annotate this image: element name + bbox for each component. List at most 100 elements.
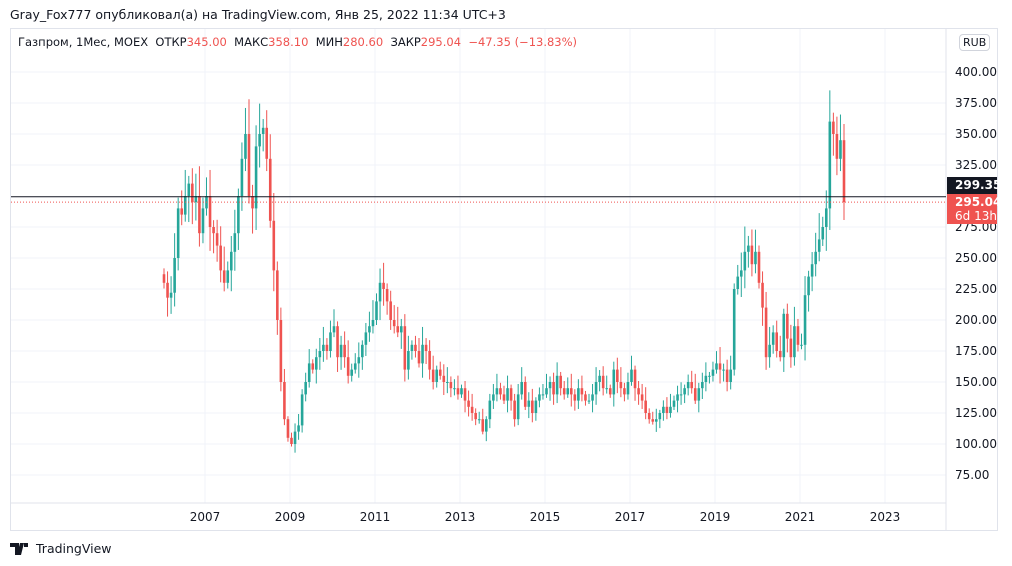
candle [718, 347, 722, 384]
currency-button[interactable]: RUB [959, 34, 991, 51]
candle [750, 229, 754, 277]
candle [268, 134, 272, 228]
candle-body [453, 388, 456, 390]
candle [662, 400, 665, 421]
candle-body [807, 276, 810, 296]
candle [247, 99, 251, 204]
x-tick-label: 2011 [360, 510, 391, 524]
candle-body [396, 326, 400, 333]
candle-body [835, 134, 839, 159]
candle-body [803, 295, 807, 345]
candle-body [676, 394, 679, 401]
candle-body [283, 382, 286, 420]
candle [616, 357, 619, 394]
candle-body [644, 400, 647, 413]
candle [162, 268, 166, 289]
candle-body [286, 419, 290, 438]
candle-body [431, 369, 435, 382]
candle-body [247, 134, 251, 196]
candle-body [778, 351, 782, 358]
candle-body [531, 400, 534, 413]
candle-body [626, 382, 630, 395]
candle [488, 393, 492, 429]
candle [307, 349, 311, 388]
candle-body [421, 344, 424, 364]
candle-body [665, 406, 669, 413]
candle [300, 389, 304, 433]
candle [226, 261, 230, 289]
candle-body [389, 301, 392, 320]
x-tick-label: 2023 [870, 510, 901, 524]
candle [495, 373, 499, 402]
candle-body [743, 251, 747, 271]
candle-body [736, 276, 740, 289]
candle [644, 387, 647, 420]
candle-body [304, 382, 307, 395]
candle-body [722, 369, 725, 371]
candle-body [839, 140, 842, 159]
candle-body [584, 394, 587, 401]
candle [800, 333, 803, 350]
candle [371, 300, 375, 334]
candle-body [523, 382, 527, 407]
candle-body [293, 431, 297, 444]
y-tick-label: 150.00 [955, 375, 997, 389]
candle-body [775, 332, 779, 351]
candle-body [516, 394, 520, 420]
candle-body [683, 388, 686, 395]
candle [201, 197, 205, 244]
candle [353, 353, 357, 374]
candle-body [810, 264, 814, 277]
candle-body [477, 419, 481, 421]
candle-body [371, 320, 375, 327]
candle [793, 306, 796, 366]
candle-body [754, 251, 757, 265]
candle-body [630, 369, 633, 382]
candle [254, 125, 258, 230]
candle [552, 372, 555, 405]
candle-body [771, 332, 775, 345]
candle-body [569, 388, 573, 395]
chart-frame[interactable] [10, 28, 998, 531]
candle-body [509, 388, 513, 401]
candle-body [194, 196, 198, 203]
candle [176, 197, 180, 271]
candle [736, 264, 740, 295]
candle-body [272, 220, 276, 271]
change-value: −47.35 (−13.83%) [468, 35, 578, 49]
candle [775, 320, 779, 358]
tradingview-logo[interactable]: TradingView [10, 541, 112, 556]
candle-body [392, 320, 396, 327]
candle [796, 318, 800, 352]
candle-body [594, 382, 598, 395]
candle [577, 379, 580, 409]
candle-body [697, 388, 701, 401]
candle-body [647, 413, 651, 420]
candle [191, 168, 194, 225]
candle [467, 390, 470, 417]
candle-body [322, 344, 325, 351]
candle [484, 416, 488, 442]
candle-body [428, 351, 431, 370]
candle-body [375, 301, 378, 320]
candle-body [410, 344, 414, 351]
candle [361, 340, 364, 370]
candle-body [832, 121, 835, 134]
y-tick-label: 175.00 [955, 344, 997, 358]
candle [364, 322, 368, 356]
candle [272, 193, 276, 292]
candle [297, 413, 300, 440]
y-tick-label: 400.00 [955, 65, 997, 79]
candle-body [325, 344, 329, 351]
candle [357, 342, 361, 378]
candle [410, 340, 414, 360]
candle-body [169, 292, 173, 298]
candle [573, 389, 577, 411]
candle [786, 303, 789, 353]
y-tick-label: 75.00 [955, 468, 989, 482]
candle-body [789, 338, 793, 358]
candle [215, 219, 219, 262]
candle-body [314, 357, 318, 370]
candle [732, 283, 736, 376]
